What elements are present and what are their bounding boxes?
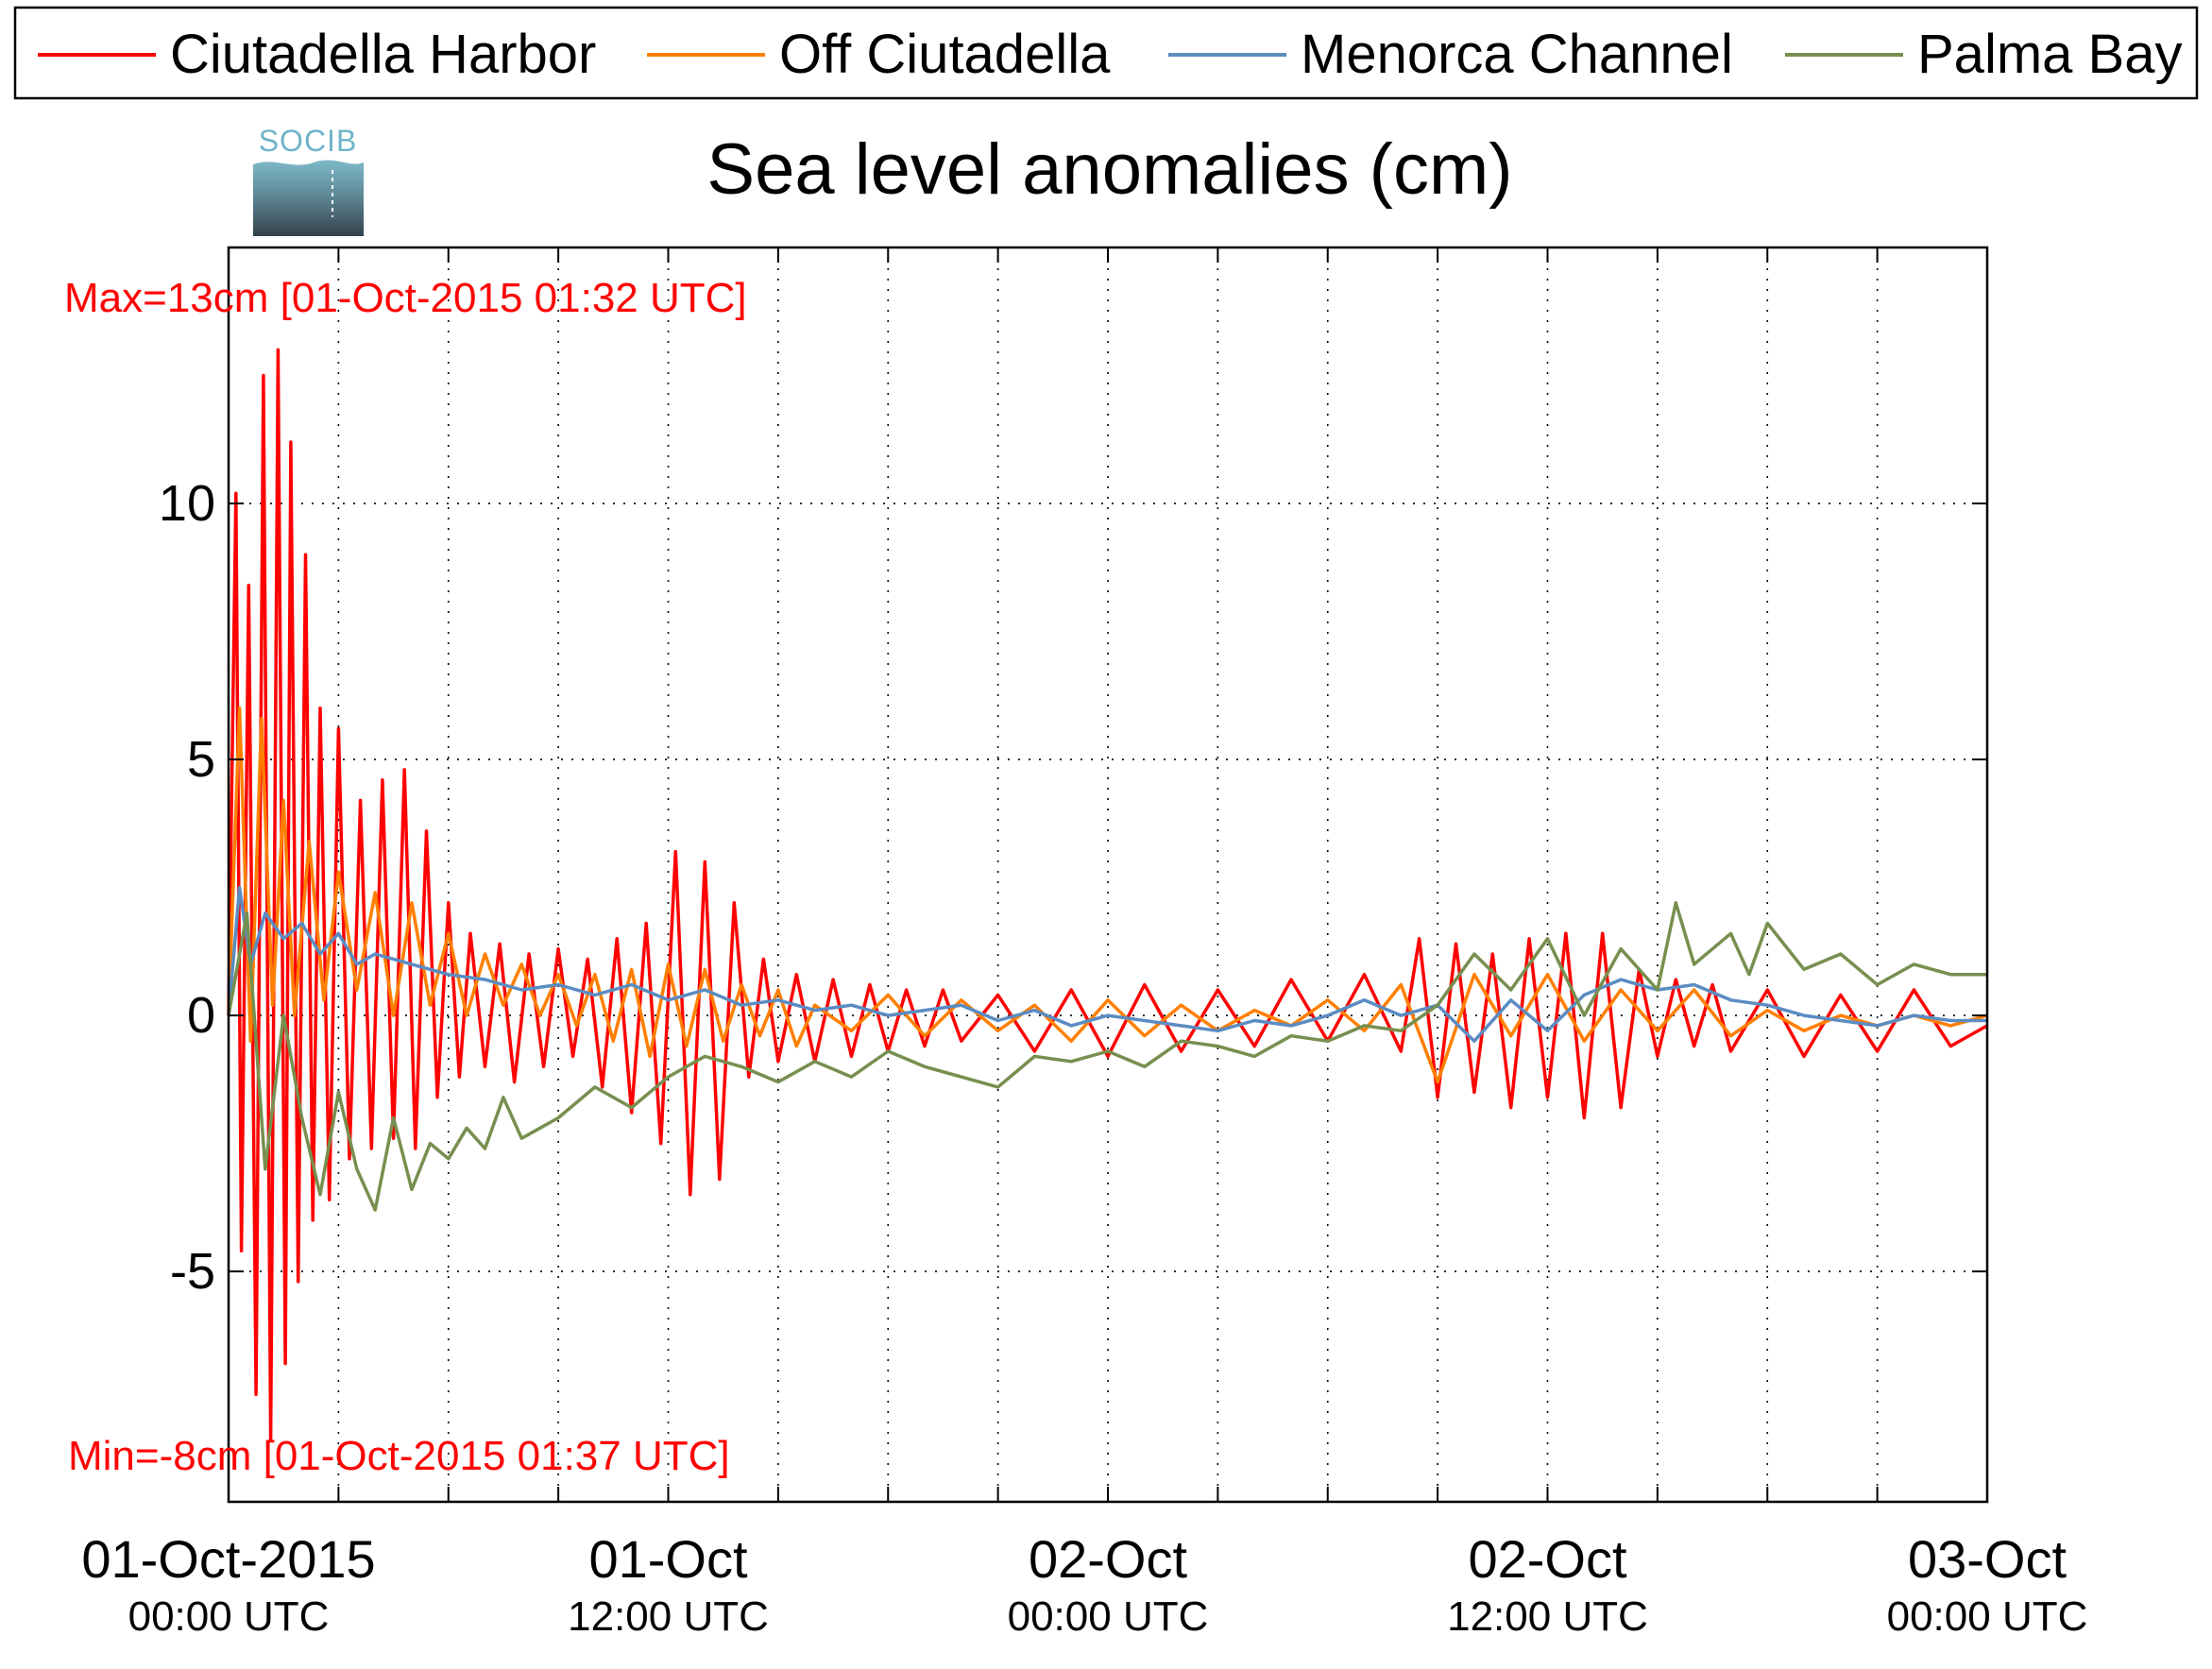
legend: Ciutadella Harbor Off Ciutadella Menorca… (13, 6, 2199, 100)
legend-label-ciutadella-harbor: Ciutadella Harbor (170, 24, 596, 85)
x-tick-label-time: 00:00 UTC (1008, 1593, 1209, 1640)
x-tick-label-time: 00:00 UTC (128, 1593, 330, 1640)
x-tick-label-time: 00:00 UTC (1887, 1593, 2088, 1640)
socib-logo: SOCIB (253, 124, 364, 236)
x-tick-label-time: 12:00 UTC (1447, 1593, 1648, 1640)
legend-label-off-ciutadella: Off Ciutadella (779, 24, 1111, 85)
max-annotation: Max=13cm [01-Oct-2015 01:32 UTC] (64, 275, 747, 321)
series-line-palma-bay (227, 901, 1987, 1212)
x-tick-label-date: 02-Oct (1468, 1529, 1626, 1589)
y-tick-label: 0 (187, 987, 215, 1044)
y-tick-label: 5 (187, 731, 215, 788)
legend-item-palma-bay: Palma Bay (1785, 24, 2182, 85)
legend-label-menorca-channel: Menorca Channel (1301, 24, 1733, 85)
series-line-menorca-channel (227, 885, 1987, 1043)
x-tick-label-date: 02-Oct (1029, 1529, 1187, 1589)
x-tick-label-time: 12:00 UTC (568, 1593, 769, 1640)
logo-text: SOCIB (259, 124, 358, 158)
grid (229, 247, 1987, 1502)
legend-item-menorca-channel: Menorca Channel (1168, 24, 1733, 85)
legend-item-ciutadella-harbor: Ciutadella Harbor (38, 24, 596, 85)
x-tick-label-date: 03-Oct (1908, 1529, 2067, 1589)
x-tick-label-date: 01-Oct (588, 1529, 747, 1589)
series-line-off-ciutadella (227, 707, 1988, 1084)
y-tick-label: 10 (159, 475, 215, 532)
min-annotation: Min=-8cm [01-Oct-2015 01:37 UTC] (68, 1433, 730, 1479)
y-tick-label: -5 (170, 1243, 215, 1300)
legend-item-off-ciutadella: Off Ciutadella (647, 24, 1111, 85)
x-tick-label-date: 01-Oct-2015 (81, 1529, 375, 1589)
series-group (227, 348, 1988, 1442)
chart-title: Sea level anomalies (cm) (706, 129, 1512, 210)
legend-label-palma-bay: Palma Bay (1917, 24, 2182, 85)
